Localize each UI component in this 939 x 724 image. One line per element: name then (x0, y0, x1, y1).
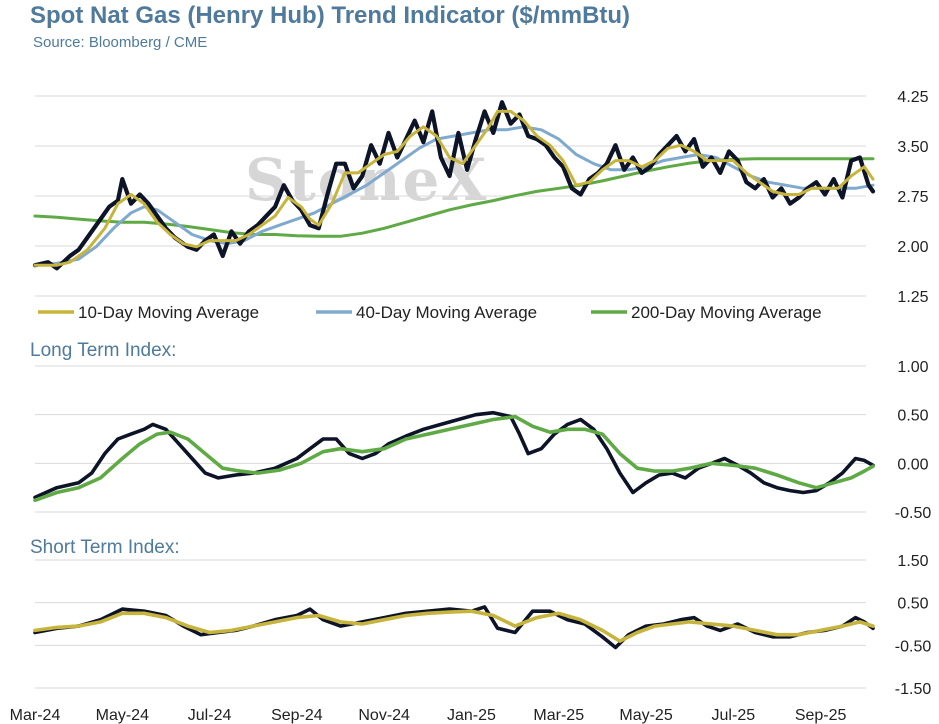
label-layer: 4.25 3.50 2.75 2.00 1.25 1.00 0.50 0.00 -0.50 Lon… (10, 89, 932, 724)
y-tick-label: 0.00 (897, 456, 928, 473)
series-line-long-term-index (33, 410, 875, 500)
series-line-short-term-index (33, 605, 875, 650)
x-tick-label: May-25 (619, 707, 672, 724)
y-tick-label: 1.50 (897, 553, 928, 570)
series-line-long-term-signal (33, 414, 875, 503)
series-line-40-day-moving-average (33, 125, 875, 267)
x-tick-label: Jul-25 (712, 707, 756, 724)
y-tick-label: -0.50 (895, 638, 932, 655)
legend-entry: 40-Day Moving Average (316, 303, 537, 322)
grid-layer (35, 95, 866, 689)
legend-label: 200-Day Moving Average (631, 303, 822, 322)
y-tick-label: 4.25 (897, 89, 928, 106)
chart-source: Source: Bloomberg / CME (33, 34, 208, 51)
x-tick-label: Jul-24 (188, 707, 232, 724)
x-tick-label: Nov-24 (358, 707, 410, 724)
x-tick-label: Mar-24 (10, 707, 61, 724)
x-tick-label: Sep-24 (271, 707, 323, 724)
panel-title: Long Term Index: (30, 340, 176, 361)
y-tick-label: 0.50 (897, 408, 928, 425)
x-tick-label: Sep-25 (795, 707, 847, 724)
x-tick-label: Jan-25 (447, 707, 496, 724)
legend-label: 40-Day Moving Average (356, 303, 537, 322)
y-tick-label: 0.50 (897, 596, 928, 613)
legend-label: 10-Day Moving Average (78, 303, 259, 322)
series-line-short-term-signal (33, 609, 875, 643)
y-tick-label: 3.50 (897, 139, 928, 156)
series-layer (32, 100, 876, 650)
x-tick-label: May-24 (96, 707, 149, 724)
y-tick-label: 2.00 (897, 239, 928, 256)
y-tick-label: 2.75 (897, 189, 928, 206)
y-tick-label: -1.50 (895, 681, 932, 698)
y-tick-label: 1.25 (897, 289, 928, 306)
legend-entry: 10-Day Moving Average (38, 303, 259, 322)
legend-entry: 200-Day Moving Average (591, 303, 822, 322)
chart-title: Spot Nat Gas (Henry Hub) Trend Indicator… (30, 2, 631, 29)
y-tick-label: 1.00 (897, 359, 928, 376)
legend: 10-Day Moving Average 40-Day Moving Avera… (38, 303, 822, 322)
x-tick-label: Mar-25 (533, 707, 584, 724)
series-line-10-day-moving-average (33, 109, 875, 267)
y-tick-label: -0.50 (895, 505, 932, 522)
panel-title: Short Term Index: (30, 537, 180, 558)
